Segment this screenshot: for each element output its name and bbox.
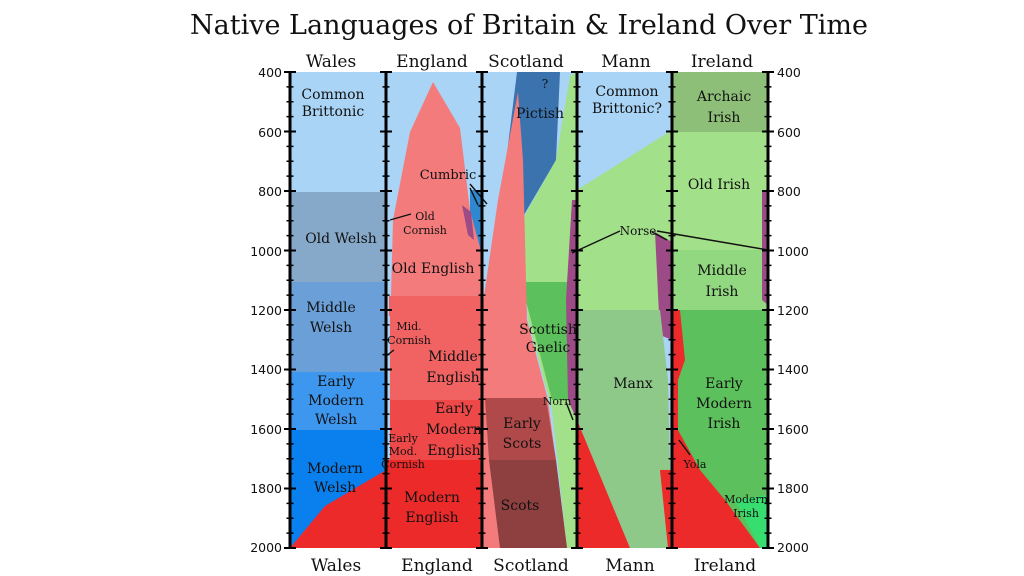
annotation-lines xyxy=(385,183,769,456)
label-scots: Scots xyxy=(501,498,540,514)
right-tick-800: 800 xyxy=(777,184,801,199)
left-tick-1400: 1400 xyxy=(250,362,282,377)
left-tick-1600: 1600 xyxy=(250,422,282,437)
label-middle-welsh: Middle Welsh xyxy=(306,300,356,336)
column-header-england: England xyxy=(396,52,468,72)
column-header-scotland: Scotland xyxy=(488,52,564,72)
left-tick-1000: 1000 xyxy=(250,244,282,259)
column-footer-ireland: Ireland xyxy=(694,556,756,576)
label-modern-irish: Modern Irish xyxy=(724,493,768,520)
label-pictish-question: ? xyxy=(542,77,548,91)
column-footer-england: England xyxy=(401,556,473,576)
label-modern-english: Modern English xyxy=(404,490,460,526)
region-old-welsh xyxy=(290,192,386,282)
region-middle-english xyxy=(389,296,482,400)
region-old-english xyxy=(391,82,482,296)
label-early-modern-english: Early Modern English xyxy=(426,401,482,459)
right-tick-600: 600 xyxy=(777,125,801,140)
ireland-column xyxy=(672,72,768,548)
norse-pointer-line-ireland xyxy=(656,230,769,251)
mann-column xyxy=(577,72,672,548)
label-archaic-irish: Archaic Irish xyxy=(696,89,751,126)
right-tick-1200: 1200 xyxy=(777,303,809,318)
right-tick-1400: 1400 xyxy=(777,362,809,377)
region-modern-english xyxy=(386,460,482,548)
label-old-welsh: Old Welsh xyxy=(305,231,377,247)
column-footer-mann: Mann xyxy=(605,556,654,576)
norse-pointer-line-scotland xyxy=(571,230,621,254)
label-early-scots: Early Scots xyxy=(503,416,542,452)
label-old-irish: Old Irish xyxy=(688,177,750,193)
column-footer-scotland: Scotland xyxy=(493,556,569,576)
region-old-cornish xyxy=(462,205,474,240)
label-mid-cornish: Mid. Cornish xyxy=(387,320,431,347)
label-early-modern-welsh: Early Modern Welsh xyxy=(308,374,364,428)
region-english-mann xyxy=(577,420,630,548)
region-english-ireland xyxy=(672,310,760,548)
region-early-modern-welsh xyxy=(290,372,386,430)
axis-lines xyxy=(284,71,774,549)
label-scottish-gaelic: Scottish Gaelic xyxy=(519,322,577,356)
label-old-cornish: Old Cornish xyxy=(403,210,447,237)
norse-pointer-line-mann xyxy=(651,231,668,241)
label-modern-welsh: Modern Welsh xyxy=(307,461,363,496)
right-tick-1000: 1000 xyxy=(777,244,809,259)
region-cornish-strip xyxy=(386,316,390,460)
right-tick-400: 400 xyxy=(777,65,801,80)
label-norn: Norn xyxy=(543,395,572,408)
yola-pointer-line xyxy=(678,439,691,456)
right-tick-1600: 1600 xyxy=(777,422,809,437)
region-middle-irish xyxy=(672,250,768,310)
label-norse: Norse xyxy=(620,224,657,238)
label-common-brittonic-mann: Common Brittonic? xyxy=(592,84,662,117)
column-header-mann: Mann xyxy=(601,52,650,72)
region-old-irish xyxy=(672,132,768,250)
region-labels: Common Brittonic Old Welsh Middle Welsh Ea… xyxy=(301,77,767,526)
norn-pointer-line xyxy=(565,401,574,421)
label-yola: Yola xyxy=(682,458,706,471)
label-old-english: Old English xyxy=(392,261,475,277)
cumbric-pointer-line xyxy=(469,183,488,205)
left-tick-400: 400 xyxy=(258,65,282,80)
england-column xyxy=(386,72,482,548)
diagram-title: Native Languages of Britain & Ireland Ov… xyxy=(190,10,868,41)
left-tick-labels: 400 600 800 1000 1200 1400 1600 1800 200… xyxy=(250,65,282,555)
column-header-wales: Wales xyxy=(306,52,356,72)
label-manx: Manx xyxy=(613,376,653,392)
region-early-scots xyxy=(485,398,556,460)
label-middle-english: Middle English xyxy=(426,349,479,386)
region-early-modern-english xyxy=(389,400,482,460)
label-pictish: Pictish xyxy=(516,106,564,122)
region-manx xyxy=(577,310,672,548)
label-early-mod-cornish: Early Mod. Cornish xyxy=(381,432,425,471)
region-modern-english-in-wales xyxy=(290,470,386,548)
right-tick-2000: 2000 xyxy=(777,540,809,555)
left-tick-1200: 1200 xyxy=(250,303,282,318)
right-tick-labels: 400 600 800 1000 1200 1400 1600 1800 200… xyxy=(777,65,809,555)
column-footer-wales: Wales xyxy=(311,556,361,576)
column-header-ireland: Ireland xyxy=(691,52,753,72)
region-scots xyxy=(489,460,567,548)
label-middle-irish: Middle Irish xyxy=(697,263,747,300)
region-gaelic-mann xyxy=(577,130,672,310)
region-scottish-gaelic-dark xyxy=(521,282,577,400)
cumbric-pointer-line-2 xyxy=(469,187,479,206)
region-modern-irish xyxy=(735,495,768,548)
label-early-modern-irish: Early Modern Irish xyxy=(696,376,752,432)
scotland-column xyxy=(482,72,577,548)
left-tick-800: 800 xyxy=(258,184,282,199)
region-archaic-irish xyxy=(672,72,768,132)
region-middle-welsh xyxy=(290,282,386,372)
label-common-brittonic-wales: Common Brittonic xyxy=(301,87,364,120)
right-tick-1800: 1800 xyxy=(777,481,809,496)
label-cumbric: Cumbric xyxy=(420,168,477,183)
left-tick-2000: 2000 xyxy=(250,540,282,555)
wales-column xyxy=(290,72,386,548)
region-common-brittonic-wales xyxy=(290,72,386,192)
left-tick-600: 600 xyxy=(258,125,282,140)
left-tick-1800: 1800 xyxy=(250,481,282,496)
old-cornish-pointer-line xyxy=(389,213,412,221)
